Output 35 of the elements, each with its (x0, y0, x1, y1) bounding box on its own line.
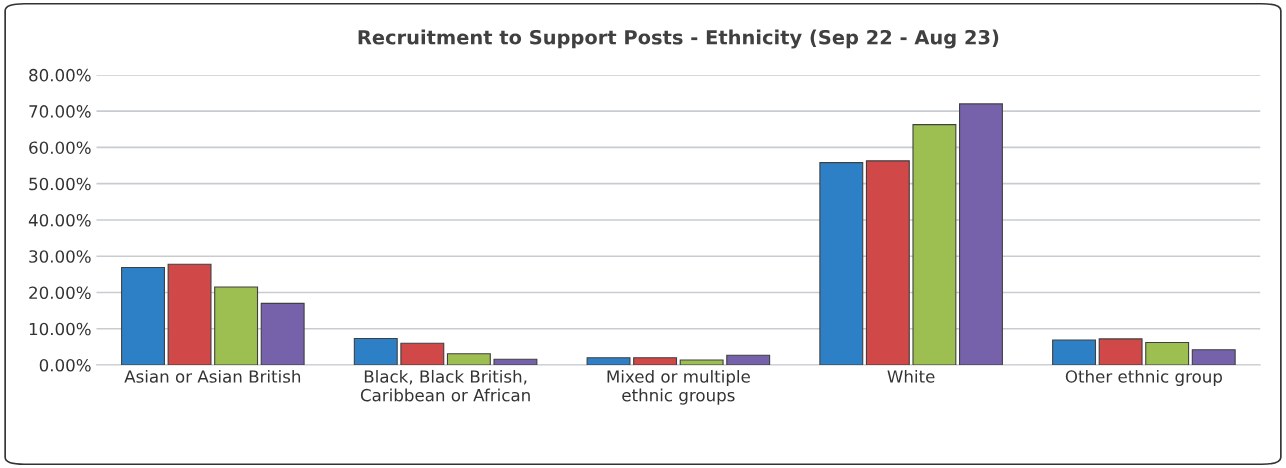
bar (400, 342, 445, 366)
bar (167, 263, 212, 366)
y-tick-label: 20.00% (29, 286, 91, 300)
bar (214, 286, 259, 366)
x-tick-label: Other ethnic group (1065, 369, 1222, 387)
x-tick-label: White (887, 369, 935, 383)
y-tick-label: 10.00% (29, 322, 91, 336)
bar (912, 124, 957, 366)
chart-title: Recruitment to Support Posts - Ethnicity (Sep 22 - Aug 23) (358, 29, 999, 49)
y-tick-label: 60.00% (29, 141, 91, 154)
bar (1098, 338, 1143, 366)
bar (819, 162, 864, 366)
y-tick-label: 80.00% (29, 68, 91, 82)
y-tick-label: 30.00% (29, 250, 91, 263)
bar (726, 354, 771, 366)
bar (493, 358, 538, 366)
bar (679, 359, 724, 366)
y-tick-label: 40.00% (28, 213, 91, 227)
bar (1052, 339, 1097, 366)
bar (121, 266, 165, 366)
bar (633, 357, 678, 366)
x-tick-label: Black, Black British, Caribbean or African (360, 369, 530, 402)
bar (260, 302, 305, 366)
x-tick-label: Mixed or multiple ethnic groups (607, 369, 750, 405)
bar (1191, 349, 1236, 366)
y-tick-label: 0.00% (39, 359, 91, 372)
x-tick-label: Asian or Asian British (124, 369, 301, 383)
bar (1145, 341, 1190, 366)
bar (586, 357, 631, 366)
y-tick-label: 50.00% (29, 177, 91, 191)
bar (958, 103, 1003, 366)
bar (446, 353, 491, 366)
bar (865, 160, 910, 366)
y-tick-label: 70.00% (29, 105, 91, 118)
bar (353, 338, 398, 366)
